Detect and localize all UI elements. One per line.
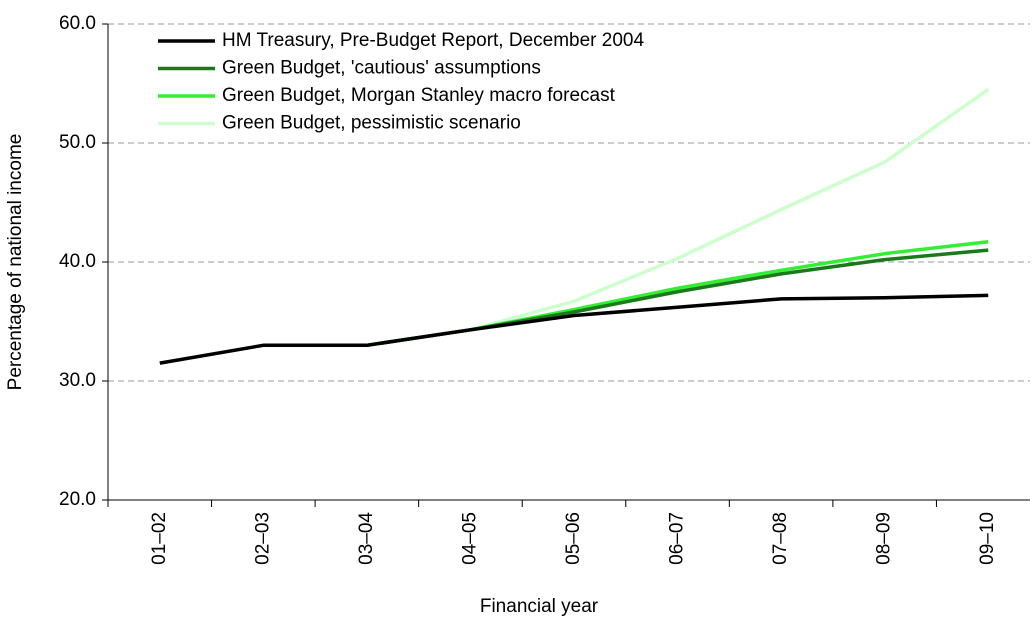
x-tick-label: 09–10 bbox=[977, 512, 998, 565]
legend-label: HM Treasury, Pre-Budget Report, December… bbox=[222, 30, 644, 51]
legend-label: Green Budget, Morgan Stanley macro forec… bbox=[222, 85, 616, 106]
y-tick-label: 40.0 bbox=[59, 251, 96, 272]
legend-label: Green Budget, 'cautious' assumptions bbox=[222, 58, 541, 79]
legend-label: Green Budget, pessimistic scenario bbox=[222, 113, 521, 134]
y-axis-title: Percentage of national income bbox=[5, 134, 26, 391]
legend-box bbox=[150, 28, 765, 138]
x-tick-label: 03–04 bbox=[356, 512, 377, 565]
x-tick-label: 06–07 bbox=[667, 512, 688, 565]
y-tick-label: 60.0 bbox=[59, 13, 96, 34]
y-tick-label: 50.0 bbox=[59, 132, 96, 153]
series-line bbox=[159, 293, 989, 365]
x-tick-label: 01–02 bbox=[149, 512, 170, 565]
legend: HM Treasury, Pre-Budget Report, December… bbox=[150, 28, 765, 138]
x-axis-title: Financial year bbox=[480, 596, 599, 617]
y-tick-label: 30.0 bbox=[59, 370, 96, 391]
x-tick-label: 08–09 bbox=[874, 512, 895, 565]
x-tick-label: 05–06 bbox=[563, 512, 584, 565]
x-tick-label: 04–05 bbox=[459, 512, 480, 565]
x-tick-label: 02–03 bbox=[252, 512, 273, 565]
y-tick-label: 20.0 bbox=[59, 489, 96, 510]
x-tick-label: 07–08 bbox=[770, 512, 791, 565]
